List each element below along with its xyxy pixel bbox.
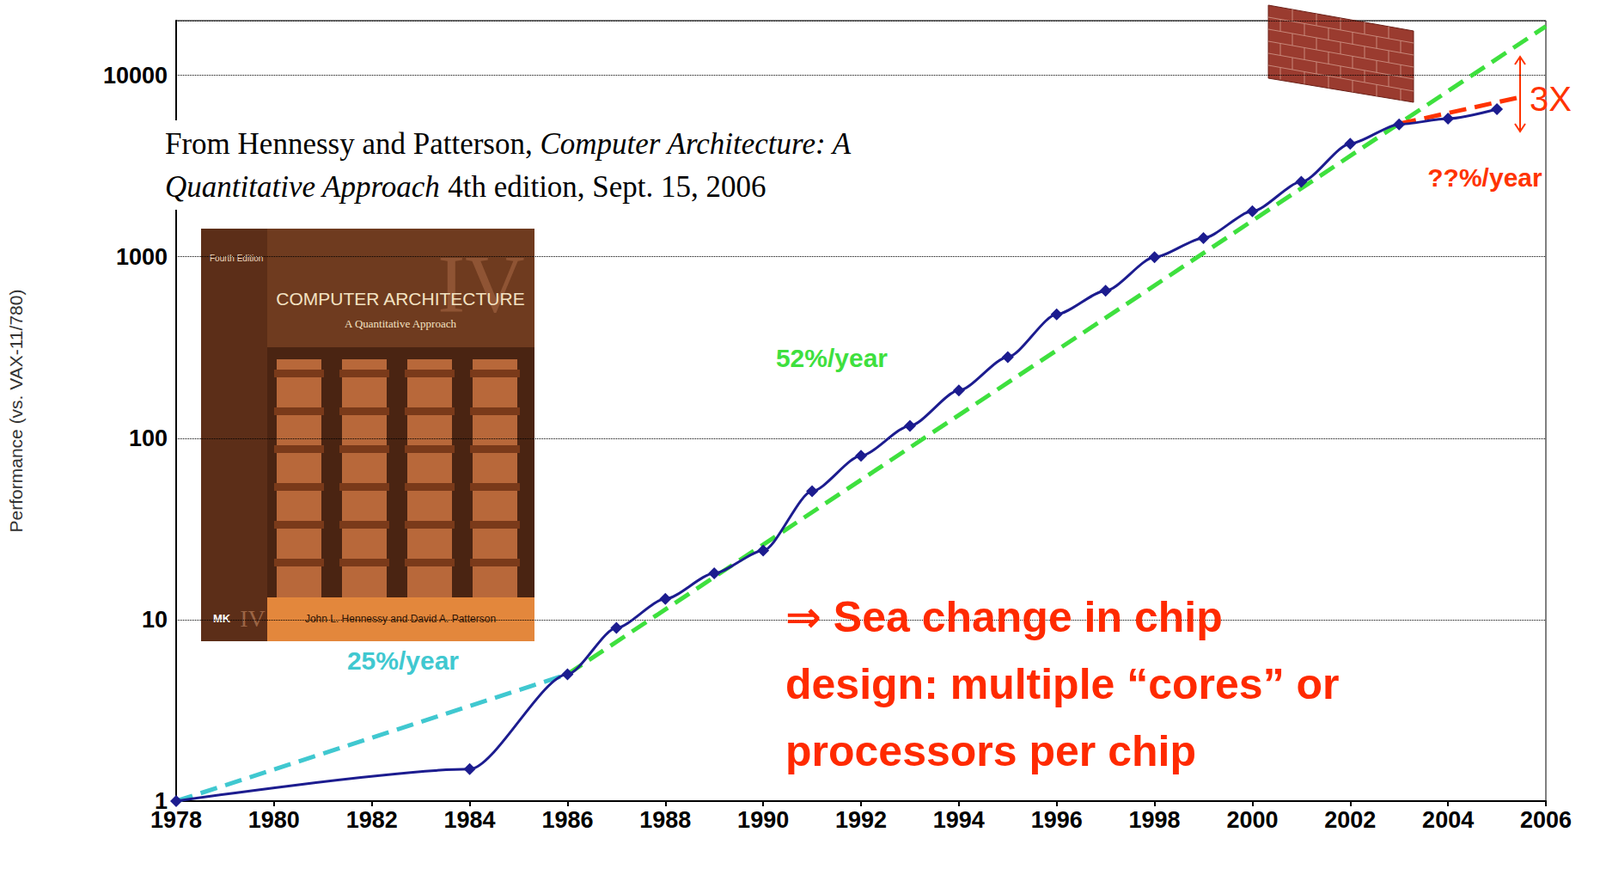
svg-text:10000: 10000 [103,62,168,89]
svg-text:COMPUTER ARCHITECTURE: COMPUTER ARCHITECTURE [275,288,525,309]
svg-text:1000: 1000 [116,244,168,270]
svg-text:⇒ Sea change in chip: ⇒ Sea change in chip [785,592,1223,642]
svg-text:From Hennessy and Patterson,: From Hennessy and Patterson, [164,127,533,161]
svg-text:1986: 1986 [541,806,593,833]
svg-text:1988: 1988 [639,806,691,833]
svg-text:IV: IV [437,238,525,330]
svg-text:52%/year: 52%/year [775,343,888,373]
svg-text:1996: 1996 [1031,806,1083,833]
svg-text:1: 1 [154,787,168,814]
svg-text:1978: 1978 [150,806,202,833]
svg-text:A Quantitative Approach: A Quantitative Approach [344,317,457,330]
svg-text:100: 100 [128,425,168,452]
svg-text:Performance (vs. VAX-11/780): Performance (vs. VAX-11/780) [6,289,26,533]
svg-text:1994: 1994 [933,806,985,833]
svg-text:design: multiple “cores” or: design: multiple “cores” or [785,659,1340,709]
svg-text:1992: 1992 [835,806,887,833]
svg-text:Quantitative Approach: Quantitative Approach [164,170,440,204]
svg-text:25%/year: 25%/year [347,646,459,675]
svg-text:1982: 1982 [346,806,398,833]
svg-text:2006: 2006 [1520,806,1572,833]
svg-text:Computer Architecture: A: Computer Architecture: A [532,127,852,161]
svg-text:3X: 3X [1529,79,1572,118]
svg-text:??%/year: ??%/year [1427,163,1543,192]
svg-text:1980: 1980 [248,806,300,833]
svg-text:2004: 2004 [1422,806,1474,833]
svg-text:10: 10 [141,606,168,633]
svg-text:1984: 1984 [444,806,496,833]
svg-text:4th edition, Sept. 15, 2006: 4th edition, Sept. 15, 2006 [439,170,766,204]
svg-text:processors per chip: processors per chip [785,726,1197,776]
svg-text:2002: 2002 [1324,806,1376,833]
svg-text:IV: IV [239,604,266,632]
svg-text:1990: 1990 [737,806,789,833]
svg-text:2000: 2000 [1226,806,1278,833]
svg-text:John L. Hennessy and David A.: John L. Hennessy and David A. Patterson [305,612,496,625]
svg-text:Fourth Edition: Fourth Edition [209,253,263,263]
svg-text:MK: MK [213,611,232,625]
svg-text:1998: 1998 [1129,806,1181,833]
